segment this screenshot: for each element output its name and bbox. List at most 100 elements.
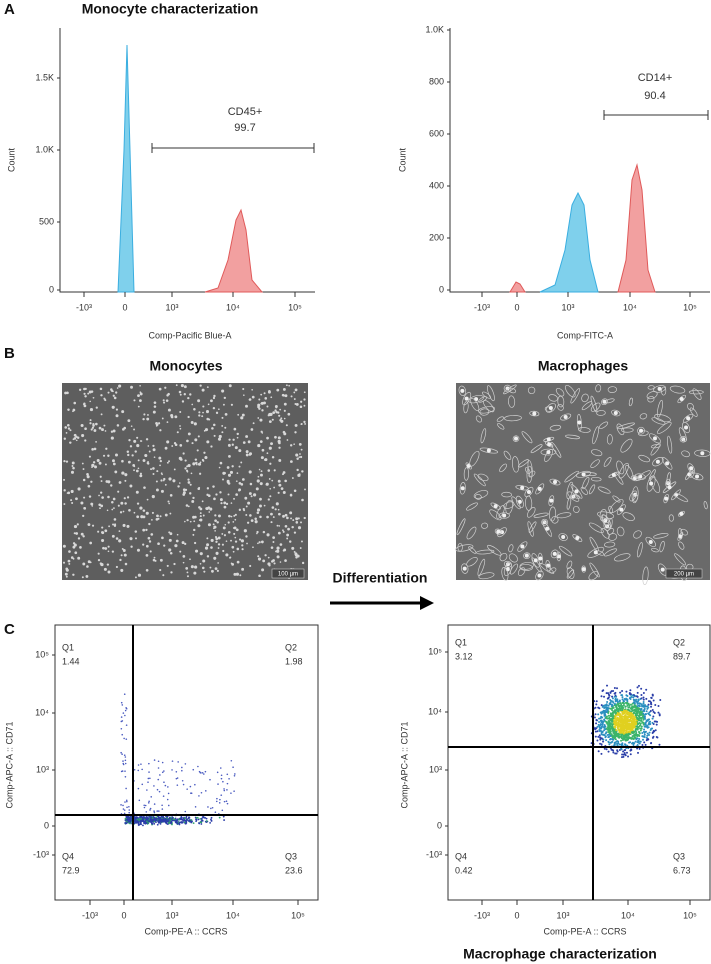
dot — [625, 691, 627, 693]
dot — [620, 694, 622, 696]
dot — [651, 727, 653, 729]
dot — [126, 724, 128, 726]
dot — [639, 704, 641, 706]
cell — [211, 427, 214, 430]
cell — [278, 513, 281, 516]
dot — [649, 714, 651, 716]
cell — [150, 550, 152, 552]
dot — [631, 696, 633, 698]
cell — [63, 503, 65, 505]
cell — [173, 563, 175, 565]
dot — [602, 741, 604, 743]
cell — [193, 408, 196, 411]
histogram-curve — [118, 45, 134, 292]
cell — [179, 551, 181, 553]
dot — [149, 777, 151, 779]
dot — [642, 719, 644, 721]
cell — [89, 542, 92, 545]
dot — [158, 767, 160, 769]
cell — [239, 539, 241, 541]
cell — [285, 394, 288, 397]
dot — [617, 703, 619, 705]
cell — [223, 526, 226, 529]
dot — [136, 820, 138, 822]
dot — [629, 720, 631, 722]
cell — [89, 495, 91, 497]
dot — [195, 820, 197, 822]
cell — [149, 540, 151, 542]
x-tick-label: -10³ — [474, 302, 490, 312]
dot — [172, 817, 174, 819]
dot — [607, 736, 609, 738]
cell — [82, 576, 84, 578]
cell — [99, 462, 102, 465]
dot — [153, 823, 155, 825]
cell — [283, 491, 286, 494]
dot — [623, 733, 625, 735]
cell — [166, 399, 169, 402]
y-tick-label: 0 — [49, 284, 54, 294]
cell — [649, 540, 653, 544]
dot — [125, 756, 127, 758]
cell — [664, 497, 668, 501]
cell — [213, 498, 216, 501]
cell — [264, 459, 266, 461]
cell — [81, 434, 84, 437]
cell — [86, 565, 89, 568]
cell — [278, 440, 281, 443]
cell — [69, 429, 71, 431]
cell — [227, 466, 230, 469]
quadrant-value: 23.6 — [285, 865, 303, 875]
cell — [90, 408, 93, 411]
cell — [296, 458, 298, 460]
dot — [179, 822, 181, 824]
cell — [206, 494, 208, 496]
cell — [245, 535, 247, 537]
cell — [68, 427, 70, 429]
cell — [249, 492, 252, 495]
cell — [295, 424, 298, 427]
cell — [278, 459, 281, 462]
cell — [203, 515, 205, 517]
dot — [650, 703, 652, 705]
cell — [184, 393, 186, 395]
dot — [643, 729, 645, 731]
cell — [124, 473, 127, 476]
cell — [216, 552, 219, 555]
cell — [294, 531, 296, 533]
dot — [168, 793, 170, 795]
cell — [90, 419, 92, 421]
dot — [207, 806, 209, 808]
cell — [649, 482, 653, 486]
cell — [139, 385, 141, 387]
cell — [300, 456, 302, 458]
dot — [602, 739, 604, 741]
cell — [689, 466, 693, 470]
dot — [188, 820, 190, 822]
dot — [203, 773, 205, 775]
cell — [204, 456, 207, 459]
cell — [241, 539, 244, 542]
dot — [627, 707, 629, 709]
cell — [203, 571, 205, 573]
y-tick-label: 1.5K — [35, 72, 54, 82]
cell — [100, 476, 102, 478]
cell — [594, 550, 598, 554]
dot — [637, 705, 639, 707]
dot — [139, 800, 141, 802]
cell — [83, 393, 85, 395]
cell — [73, 409, 76, 412]
cell — [549, 499, 553, 503]
cell — [183, 488, 186, 491]
dot — [620, 740, 622, 742]
cell — [105, 448, 107, 450]
dot — [635, 714, 637, 716]
dot — [644, 734, 646, 736]
dot — [125, 776, 127, 778]
dot — [122, 805, 124, 807]
dot — [616, 705, 618, 707]
cell — [257, 508, 260, 511]
dot — [643, 741, 645, 743]
dot — [601, 733, 603, 735]
dot — [629, 712, 631, 714]
